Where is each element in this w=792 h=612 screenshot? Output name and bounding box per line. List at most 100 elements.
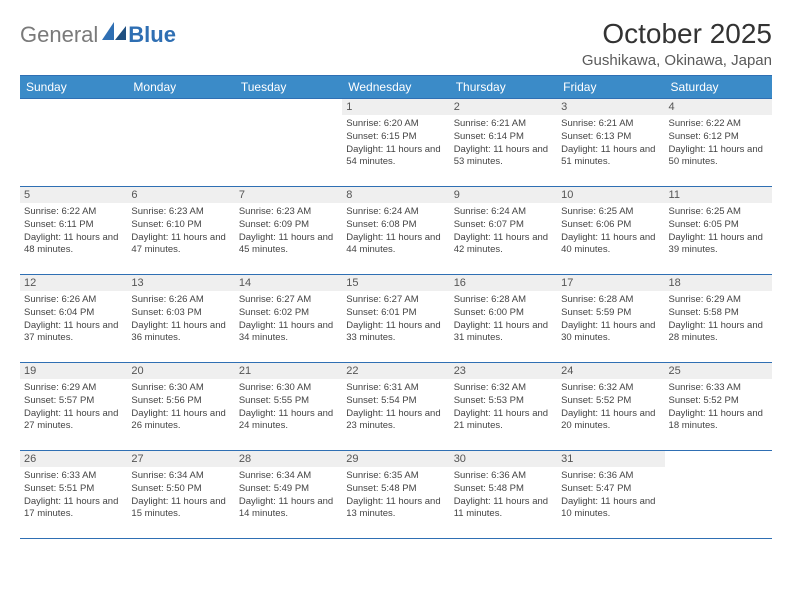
calendar-cell: 30Sunrise: 6:36 AMSunset: 5:48 PMDayligh… [450,451,557,539]
sunset-line: Sunset: 6:12 PM [669,131,768,144]
sunset-line: Sunset: 5:48 PM [454,483,553,496]
sunrise-line: Sunrise: 6:25 AM [561,206,660,219]
day-number: 19 [20,363,127,379]
calendar-cell: 23 Sunrise: 6:32 AMSunset: 5:53 PMDayligh… [450,363,557,451]
day-info: Sunrise: 6:31 AMSunset: 5:54 PMDaylight:… [346,382,445,433]
sunset-line: Sunset: 5:53 PM [454,395,553,408]
sunset-line: Sunset: 6:03 PM [131,307,230,320]
daylight-line: Daylight: 11 hours and 28 minutes. [669,320,768,346]
day-info: Sunrise: 6:30 AMSunset: 5:55 PMDaylight:… [239,382,338,433]
sunrise-line: Sunrise: 6:32 AM [454,382,553,395]
day-number: 11 [665,187,772,203]
day-info: Sunrise: 6:36 AMSunset: 5:48 PMDaylight:… [454,470,553,521]
sunrise-line: Sunrise: 6:22 AM [24,206,123,219]
sunrise-line: Sunrise: 6:35 AM [346,470,445,483]
day-info: Sunrise: 6:24 AMSunset: 6:08 PMDaylight:… [346,206,445,257]
calendar-cell [20,99,127,187]
daylight-line: Daylight: 11 hours and 18 minutes. [669,408,768,434]
day-number: 20 [127,363,234,379]
sunset-line: Sunset: 5:50 PM [131,483,230,496]
sunset-line: Sunset: 5:51 PM [24,483,123,496]
daylight-line: Daylight: 11 hours and 39 minutes. [669,232,768,258]
sunrise-line: Sunrise: 6:26 AM [24,294,123,307]
daylight-line: Daylight: 11 hours and 51 minutes. [561,144,660,170]
sunrise-line: Sunrise: 6:28 AM [561,294,660,307]
sunrise-line: Sunrise: 6:21 AM [561,118,660,131]
sunset-line: Sunset: 6:13 PM [561,131,660,144]
daylight-line: Daylight: 11 hours and 54 minutes. [346,144,445,170]
calendar-week-row: 1Sunrise: 6:20 AMSunset: 6:15 PMDaylight… [20,99,772,187]
day-info: Sunrise: 6:27 AMSunset: 6:02 PMDaylight:… [239,294,338,345]
calendar-cell: 3 Sunrise: 6:21 AMSunset: 6:13 PMDaylight… [557,99,664,187]
calendar-cell: 6Sunrise: 6:23 AMSunset: 6:10 PMDaylight… [127,187,234,275]
sunset-line: Sunset: 5:56 PM [131,395,230,408]
calendar-cell: 19Sunrise: 6:29 AMSunset: 5:57 PMDayligh… [20,363,127,451]
day-info: Sunrise: 6:21 AMSunset: 6:14 PMDaylight:… [454,118,553,169]
sunrise-line: Sunrise: 6:30 AM [239,382,338,395]
sunset-line: Sunset: 6:07 PM [454,219,553,232]
day-info: Sunrise: 6:32 AMSunset: 5:53 PMDaylight:… [454,382,553,433]
weekday-header: Sunday [20,76,127,99]
daylight-line: Daylight: 11 hours and 44 minutes. [346,232,445,258]
calendar-cell: 18Sunrise: 6:29 AMSunset: 5:58 PMDayligh… [665,275,772,363]
sunrise-line: Sunrise: 6:20 AM [346,118,445,131]
sunrise-line: Sunrise: 6:33 AM [669,382,768,395]
calendar-cell [127,99,234,187]
calendar-cell: 1Sunrise: 6:20 AMSunset: 6:15 PMDaylight… [342,99,449,187]
sunset-line: Sunset: 6:04 PM [24,307,123,320]
daylight-line: Daylight: 11 hours and 30 minutes. [561,320,660,346]
sunrise-line: Sunrise: 6:34 AM [239,470,338,483]
calendar-cell: 15 Sunrise: 6:27 AMSunset: 6:01 PMDayligh… [342,275,449,363]
daylight-line: Daylight: 11 hours and 24 minutes. [239,408,338,434]
day-info: Sunrise: 6:23 AMSunset: 6:10 PMDaylight:… [131,206,230,257]
sunset-line: Sunset: 6:10 PM [131,219,230,232]
calendar-week-row: 12Sunrise: 6:26 AMSunset: 6:04 PMDayligh… [20,275,772,363]
day-number: 22 [342,363,449,379]
weekday-header: Thursday [450,76,557,99]
day-number: 23 [450,363,557,379]
daylight-line: Daylight: 11 hours and 33 minutes. [346,320,445,346]
sunrise-line: Sunrise: 6:33 AM [24,470,123,483]
calendar-week-row: 5Sunrise: 6:22 AMSunset: 6:11 PMDaylight… [20,187,772,275]
day-number: 25 [665,363,772,379]
daylight-line: Daylight: 11 hours and 50 minutes. [669,144,768,170]
calendar-cell: 31Sunrise: 6:36 AMSunset: 5:47 PMDayligh… [557,451,664,539]
day-info: Sunrise: 6:26 AMSunset: 6:04 PMDaylight:… [24,294,123,345]
day-number: 5 [20,187,127,203]
daylight-line: Daylight: 11 hours and 20 minutes. [561,408,660,434]
sunset-line: Sunset: 5:52 PM [669,395,768,408]
calendar-cell: 13Sunrise: 6:26 AMSunset: 6:03 PMDayligh… [127,275,234,363]
sunset-line: Sunset: 5:57 PM [24,395,123,408]
logo-sail-icon [102,22,126,40]
day-info: Sunrise: 6:28 AMSunset: 5:59 PMDaylight:… [561,294,660,345]
daylight-line: Daylight: 11 hours and 10 minutes. [561,496,660,522]
sunrise-line: Sunrise: 6:23 AM [239,206,338,219]
calendar-cell: 22 Sunrise: 6:31 AMSunset: 5:54 PMDayligh… [342,363,449,451]
calendar-cell: 8Sunrise: 6:24 AMSunset: 6:08 PMDaylight… [342,187,449,275]
day-info: Sunrise: 6:34 AMSunset: 5:49 PMDaylight:… [239,470,338,521]
daylight-line: Daylight: 11 hours and 14 minutes. [239,496,338,522]
day-number: 27 [127,451,234,467]
daylight-line: Daylight: 11 hours and 42 minutes. [454,232,553,258]
day-number: 9 [450,187,557,203]
day-info: Sunrise: 6:21 AMSunset: 6:13 PMDaylight:… [561,118,660,169]
calendar-week-row: 26 Sunrise: 6:33 AMSunset: 5:51 PM Dayligh… [20,451,772,539]
day-number: 3 [557,99,664,115]
sunrise-line: Sunrise: 6:26 AM [131,294,230,307]
day-number: 18 [665,275,772,291]
calendar-week-row: 19Sunrise: 6:29 AMSunset: 5:57 PMDayligh… [20,363,772,451]
day-number: 26 [20,451,127,467]
sunset-line: Sunset: 5:54 PM [346,395,445,408]
day-info: Sunrise: 6:25 AMSunset: 6:05 PMDaylight:… [669,206,768,257]
day-info: Sunrise: 6:27 AMSunset: 6:01 PMDaylight:… [346,294,445,345]
day-info: Sunrise: 6:34 AMSunset: 5:50 PMDaylight:… [131,470,230,521]
sunrise-line: Sunrise: 6:31 AM [346,382,445,395]
sunset-line: Sunset: 5:47 PM [561,483,660,496]
day-number: 15 [342,275,449,291]
day-number: 13 [127,275,234,291]
weekday-header: Tuesday [235,76,342,99]
sunrise-line: Sunrise: 6:27 AM [239,294,338,307]
weekday-header: Friday [557,76,664,99]
sunrise-line: Sunrise: 6:27 AM [346,294,445,307]
calendar-cell: 16Sunrise: 6:28 AMSunset: 6:00 PMDayligh… [450,275,557,363]
